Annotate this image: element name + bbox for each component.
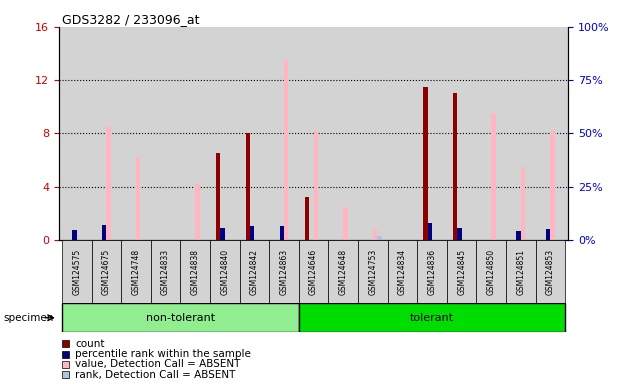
Text: specimen: specimen	[3, 313, 53, 323]
Bar	[240, 240, 269, 303]
Bar	[62, 240, 91, 303]
Bar	[245, 134, 250, 240]
Bar	[377, 236, 382, 240]
Bar	[72, 230, 77, 240]
Bar	[457, 228, 461, 240]
Bar	[299, 240, 329, 303]
Bar	[91, 240, 121, 303]
Bar	[151, 240, 180, 303]
Text: GSM124834: GSM124834	[398, 248, 407, 295]
Bar	[343, 207, 348, 240]
Bar	[305, 197, 309, 240]
Text: value, Detection Call = ABSENT: value, Detection Call = ABSENT	[75, 359, 240, 369]
Bar	[250, 226, 255, 240]
Bar	[491, 113, 496, 240]
Bar	[180, 240, 210, 303]
Bar	[423, 87, 428, 240]
Bar	[121, 240, 151, 303]
Bar	[428, 223, 432, 240]
Bar	[329, 240, 358, 303]
Bar	[102, 225, 106, 240]
Text: GSM124753: GSM124753	[368, 248, 378, 295]
Text: GSM124575: GSM124575	[72, 248, 81, 295]
Bar	[299, 303, 565, 332]
Bar	[220, 228, 225, 240]
Bar	[550, 131, 555, 240]
Text: GSM124675: GSM124675	[102, 248, 111, 295]
Bar	[476, 240, 506, 303]
Text: GDS3282 / 233096_at: GDS3282 / 233096_at	[62, 13, 199, 26]
Text: GSM124840: GSM124840	[220, 248, 229, 295]
Bar	[388, 240, 417, 303]
Bar	[269, 240, 299, 303]
Text: GSM124838: GSM124838	[191, 249, 200, 295]
Text: non-tolerant: non-tolerant	[146, 313, 215, 323]
Text: GSM124845: GSM124845	[457, 248, 466, 295]
Bar	[447, 240, 476, 303]
Bar	[417, 240, 447, 303]
Bar	[195, 184, 199, 240]
Text: GSM124646: GSM124646	[309, 248, 318, 295]
Bar	[62, 303, 299, 332]
Text: GSM124648: GSM124648	[338, 248, 348, 295]
Bar	[536, 240, 565, 303]
Bar	[210, 240, 240, 303]
Text: rank, Detection Call = ABSENT: rank, Detection Call = ABSENT	[75, 370, 235, 380]
Bar	[517, 232, 521, 240]
Text: GSM124853: GSM124853	[546, 248, 555, 295]
Bar	[453, 93, 457, 240]
Bar	[136, 157, 140, 240]
Text: GSM124851: GSM124851	[516, 249, 525, 295]
Text: tolerant: tolerant	[410, 313, 454, 323]
Text: count: count	[75, 339, 104, 349]
Bar	[373, 229, 377, 240]
Bar	[106, 127, 111, 240]
Text: GSM124833: GSM124833	[161, 248, 170, 295]
Bar	[216, 154, 220, 240]
Text: GSM124850: GSM124850	[487, 248, 496, 295]
Bar	[521, 167, 525, 240]
Bar	[506, 240, 536, 303]
Bar	[279, 226, 284, 240]
Bar	[314, 131, 318, 240]
Text: GSM124863: GSM124863	[279, 248, 289, 295]
Text: GSM124842: GSM124842	[250, 249, 259, 295]
Text: GSM124836: GSM124836	[427, 248, 437, 295]
Bar	[284, 60, 288, 240]
Bar	[358, 240, 388, 303]
Text: GSM124748: GSM124748	[132, 248, 140, 295]
Text: percentile rank within the sample: percentile rank within the sample	[75, 349, 251, 359]
Bar	[546, 229, 550, 240]
